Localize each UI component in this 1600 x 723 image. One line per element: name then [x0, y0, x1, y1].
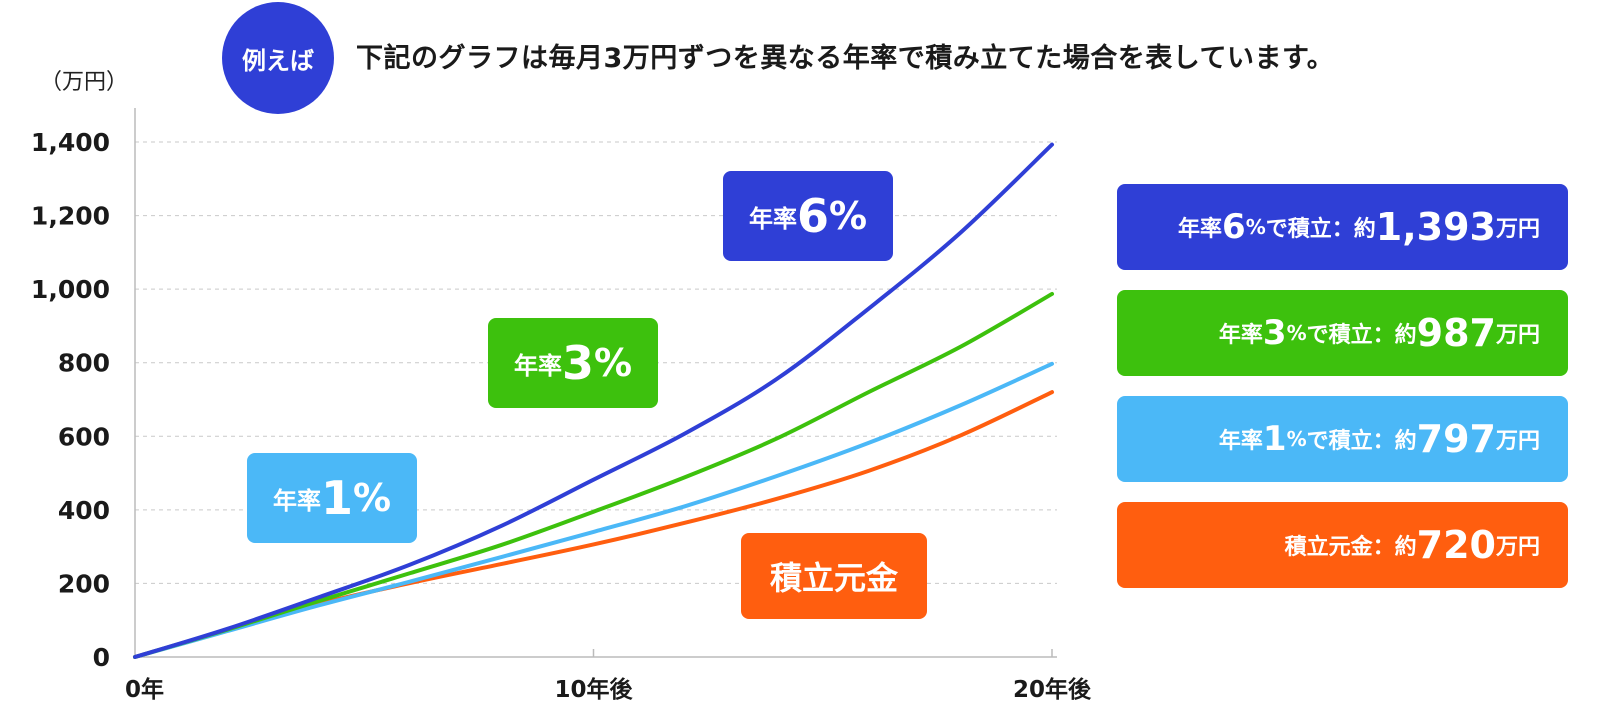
y-tick-label: 1,400: [31, 128, 110, 157]
result-rate-6: 年率 6 % で積立：約 1,393 万円: [1117, 184, 1568, 270]
result-principal-unit: 万円: [1495, 535, 1540, 560]
tag-rate-3-num: 3: [561, 336, 594, 390]
y-tick-label: 1,000: [31, 275, 110, 304]
result-principal: 積立元金：約 720 万円: [1117, 502, 1568, 588]
result-rate-1-pct: %: [1286, 427, 1307, 451]
result-principal-mid: 積立元金：約: [1284, 535, 1417, 560]
result-principal-amount: 720: [1416, 523, 1496, 567]
y-tick-label: 0: [93, 643, 110, 672]
tag-rate-6-prefix: 年率: [748, 204, 797, 233]
result-rate-3-unit: 万円: [1495, 323, 1540, 348]
series-line-2: [133, 361, 1054, 659]
result-rate-1-pre: 年率: [1218, 429, 1263, 454]
tag-rate-6: 年率 6 %: [723, 171, 893, 261]
result-rate-3-pct: %: [1286, 321, 1307, 345]
tag-rate-6-num: 6: [796, 189, 829, 243]
tag-rate-1-pct: %: [352, 476, 392, 520]
x-tick-label: 20年後: [1013, 676, 1092, 703]
result-rate-6-unit: 万円: [1495, 217, 1540, 242]
x-tick-label: 0年: [125, 676, 164, 703]
tag-rate-3-pct: %: [593, 341, 633, 385]
result-rate-1-unit: 万円: [1495, 429, 1540, 454]
tag-rate-1-prefix: 年率: [272, 486, 321, 515]
tag-rate-6-pct: %: [828, 194, 868, 238]
result-rate-6-pct: %: [1245, 215, 1266, 239]
y-tick-label: 200: [58, 569, 110, 598]
result-rate-1-amount: 797: [1416, 417, 1496, 461]
y-axis-unit-label: （万円）: [40, 70, 129, 95]
result-rate-3-pre: 年率: [1218, 323, 1263, 348]
example-badge: 例えば: [222, 2, 334, 114]
y-tick-label: 800: [58, 349, 110, 378]
result-rate-3-mid: で積立：約: [1306, 323, 1417, 348]
tag-rate-3-prefix: 年率: [513, 351, 562, 380]
series-line-1: [133, 291, 1054, 659]
y-tick-label: 600: [58, 422, 110, 451]
result-rate-3: 年率 3 % で積立：約 987 万円: [1117, 290, 1568, 376]
y-tick-label: 400: [58, 496, 110, 525]
result-rate-3-amount: 987: [1416, 311, 1496, 355]
result-rate-3-num: 3: [1262, 313, 1287, 353]
result-rate-6-mid: で積立：約: [1265, 217, 1376, 242]
result-rate-1: 年率 1 % で積立：約 797 万円: [1117, 396, 1568, 482]
tag-rate-1: 年率 1 %: [247, 453, 417, 543]
chart-description: 下記のグラフは毎月3万円ずつを異なる年率で積み立てた場合を表しています。: [356, 43, 1335, 74]
result-rate-6-num: 6: [1222, 207, 1246, 247]
tag-rate-3: 年率 3 %: [488, 318, 658, 408]
series-line-0: [133, 142, 1054, 659]
result-rate-1-mid: で積立：約: [1306, 429, 1417, 454]
result-rate-6-amount: 1,393: [1375, 205, 1496, 249]
result-rate-1-num: 1: [1262, 419, 1287, 459]
result-rate-6-pre: 年率: [1178, 217, 1223, 242]
tag-principal: 積立元金: [741, 533, 927, 619]
y-tick-label: 1,200: [31, 202, 110, 231]
tag-rate-1-num: 1: [320, 471, 353, 525]
x-tick-label: 10年後: [554, 676, 633, 703]
